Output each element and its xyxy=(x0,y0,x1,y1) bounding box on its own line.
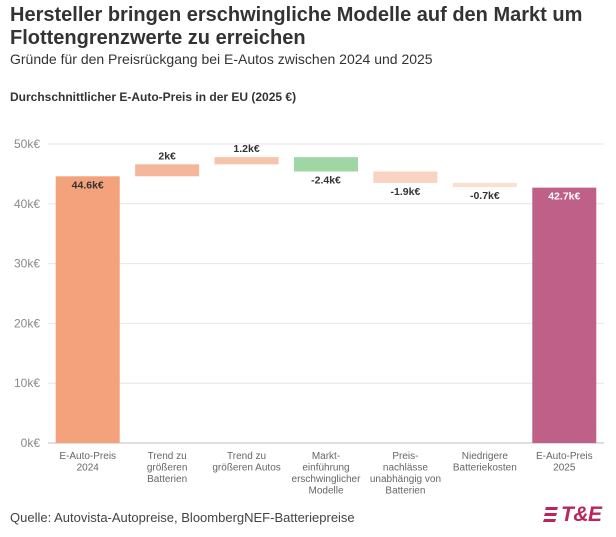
x-category-label: Trend zu xyxy=(227,451,266,462)
x-category-label: einführung xyxy=(302,463,349,474)
x-category-label: Preis- xyxy=(392,451,418,462)
x-category-label: unabhängig von xyxy=(370,474,441,485)
y-axis-ticks: 0k€ 10k€ 20k€ 30k€ 40k€ 50k€ xyxy=(14,137,40,450)
chart-axis-title: Durchschnittlicher E-Auto-Preis in der E… xyxy=(10,90,297,104)
data-label: -2.4k€ xyxy=(311,175,341,187)
bar xyxy=(373,171,438,183)
y-tick-label: 40k€ xyxy=(14,197,40,211)
bar xyxy=(452,182,517,188)
x-category-label: größeren xyxy=(147,463,188,474)
chart-title: Hersteller bringen erschwingliche Modell… xyxy=(10,4,583,49)
data-labels: 44.6k€ 2k€ 1.2k€ -2.4k€ -1.9k€ -0.7k€ 42.7k€ xyxy=(72,143,581,202)
chart-subtitle: Gründe für den Preisrückgang bei E-Autos… xyxy=(10,51,433,67)
y-tick-label: 10k€ xyxy=(14,376,40,390)
x-category-label: erschwinglicher xyxy=(292,474,362,485)
x-category-label: größeren Autos xyxy=(212,463,280,474)
data-label: 2k€ xyxy=(158,150,176,162)
source-note: Quelle: Autovista-Autopreise, BloombergN… xyxy=(10,510,355,525)
y-tick-label: 0k€ xyxy=(21,436,41,450)
x-category-label: E-Auto-Preis xyxy=(536,451,593,462)
data-label: 1.2k€ xyxy=(233,143,259,155)
y-tick-label: 30k€ xyxy=(14,257,40,271)
x-category-label: Niedrigere xyxy=(462,451,509,462)
y-tick-label: 20k€ xyxy=(14,316,40,330)
waterfall-chart: 0k€ 10k€ 20k€ 30k€ 40k€ 50k€ 44.6k€ 2k€ 1.2k€ -2… xyxy=(14,137,604,497)
x-category-label: Batterien xyxy=(147,474,187,485)
bar xyxy=(532,187,597,443)
x-category-label: 2024 xyxy=(77,463,100,474)
x-category-label: Batteriekosten xyxy=(453,463,517,474)
data-label: 42.7k€ xyxy=(548,191,580,203)
gridlines xyxy=(48,143,604,444)
bar xyxy=(135,164,200,177)
data-label: -1.9k€ xyxy=(391,186,421,198)
x-category-label: Modelle xyxy=(308,486,343,497)
x-category-label: 2025 xyxy=(553,463,576,474)
data-label: 44.6k€ xyxy=(72,179,104,191)
logo-text: T&E xyxy=(561,503,602,526)
x-category-label: Markt- xyxy=(312,451,340,462)
bars xyxy=(55,157,597,444)
x-category-label: E-Auto-Preis xyxy=(59,451,116,462)
bar xyxy=(294,157,358,172)
te-logo: T&E xyxy=(543,503,602,527)
x-category-label: Trend zu xyxy=(148,451,187,462)
data-label: -0.7k€ xyxy=(470,190,500,202)
te-stripes-icon xyxy=(543,507,558,522)
bar xyxy=(55,176,120,444)
x-category-label: Batterien xyxy=(385,486,425,497)
x-category-label: nachlässe xyxy=(383,463,428,474)
bar xyxy=(214,157,279,165)
y-tick-label: 50k€ xyxy=(14,137,40,151)
